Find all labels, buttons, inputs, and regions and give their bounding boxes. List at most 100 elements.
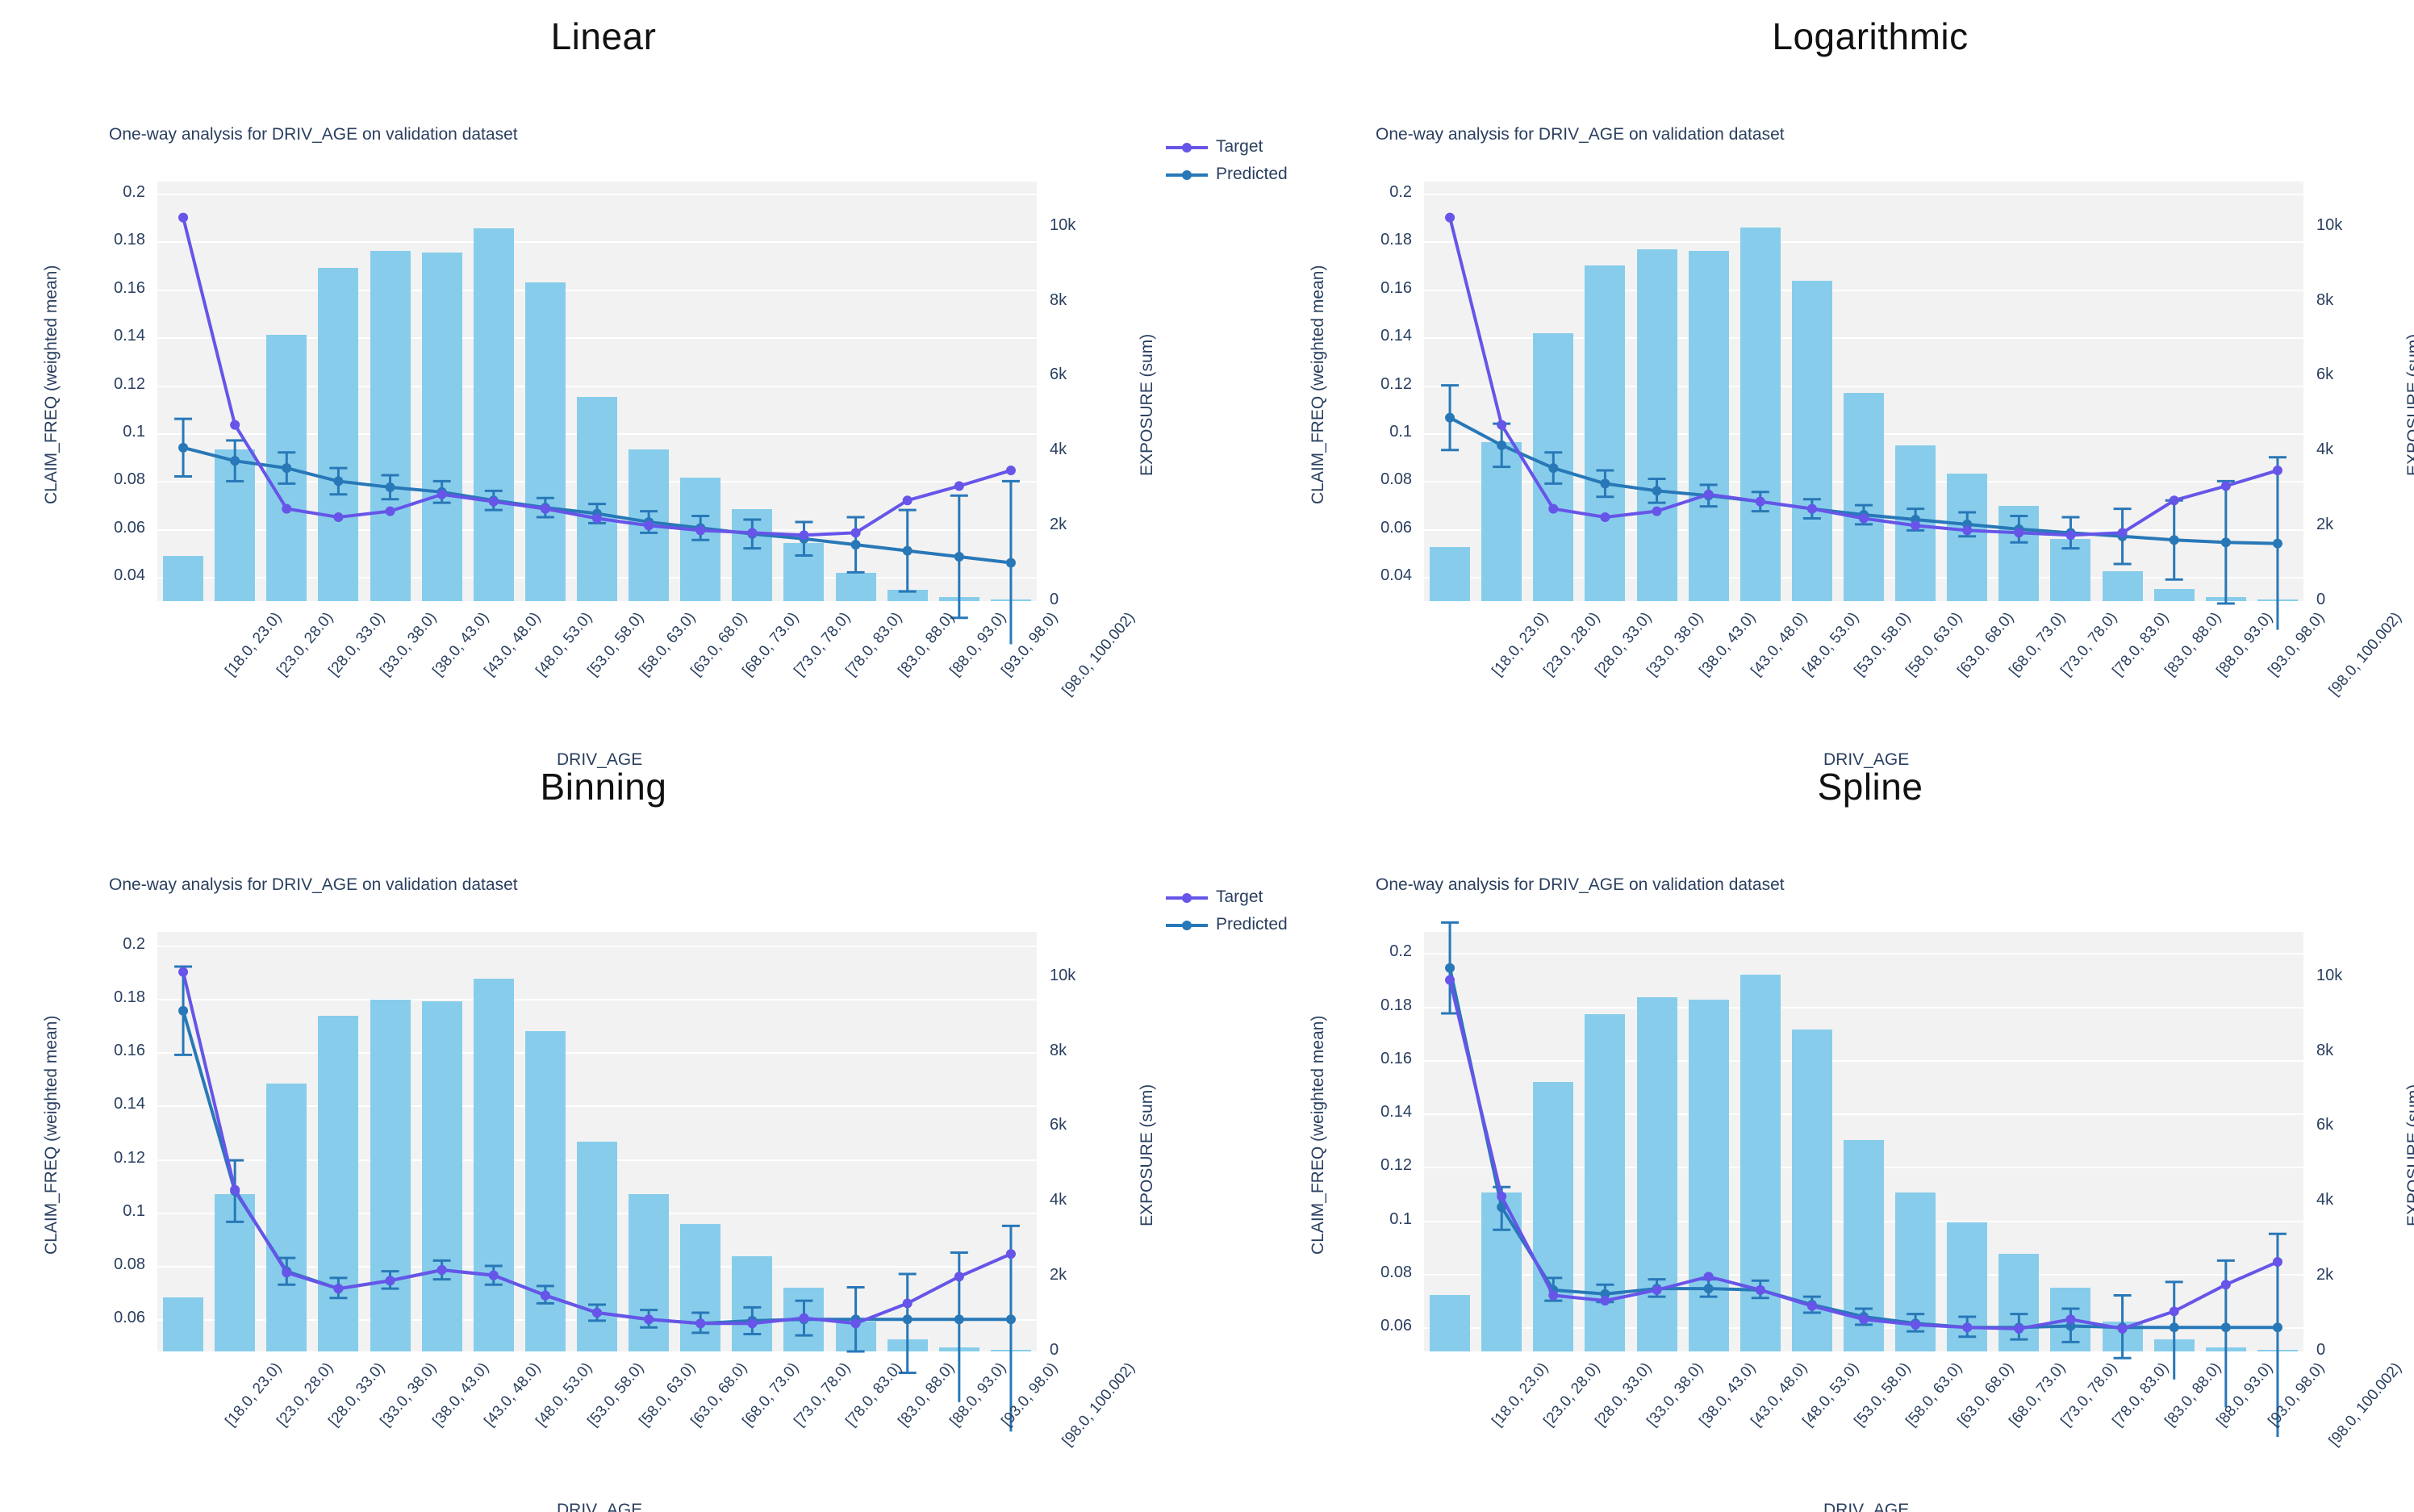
chart-subtitle: One-way analysis for DRIV_AGE on validat… bbox=[1376, 875, 1785, 894]
target-marker bbox=[1911, 1319, 1921, 1330]
x-axis-tick-label: [98.0, 100.002) bbox=[2325, 1360, 2405, 1450]
y2-axis-tick-label: 2k bbox=[2316, 516, 2334, 534]
target-marker bbox=[1548, 1290, 1559, 1301]
y-axis-tick-label: 0.1 bbox=[1389, 423, 1412, 441]
target-marker bbox=[1652, 506, 1662, 516]
target-marker bbox=[1806, 503, 1817, 514]
predicted-marker bbox=[902, 545, 913, 556]
exposure-bar bbox=[1688, 250, 1729, 601]
exposure-bar bbox=[524, 282, 566, 601]
gridline bbox=[157, 998, 1037, 1000]
y-axis-tick-label: 0.04 bbox=[114, 566, 145, 585]
series-overlay bbox=[1441, 212, 2287, 630]
legend-item-predicted[interactable]: Predicted bbox=[1166, 911, 1288, 938]
target-marker bbox=[1548, 503, 1559, 514]
target-marker bbox=[747, 528, 758, 538]
target-marker bbox=[850, 1318, 861, 1329]
target-marker bbox=[2272, 1257, 2282, 1268]
predicted-marker bbox=[1005, 1314, 1016, 1325]
x-axis-title: DRIV_AGE bbox=[1823, 1501, 1910, 1512]
target-marker bbox=[540, 503, 550, 514]
y-axis-tick-label: 0.04 bbox=[1380, 566, 1412, 585]
target-marker bbox=[1652, 1284, 1662, 1295]
y-axis-tick-label: 0.14 bbox=[114, 327, 145, 345]
exposure-bar bbox=[370, 999, 411, 1351]
panel-title-binning: Binning bbox=[540, 766, 667, 808]
exposure-bar bbox=[1533, 1081, 1574, 1351]
target-marker bbox=[1755, 496, 1765, 507]
predicted-swatch-icon bbox=[1166, 166, 1208, 182]
y-axis-tick-label: 0.1 bbox=[123, 1201, 145, 1220]
y-axis-tick-label: 0.08 bbox=[114, 470, 145, 489]
target-marker bbox=[540, 1290, 550, 1301]
plot-area bbox=[1424, 182, 2303, 630]
y2-axis-tick-label: 0 bbox=[1050, 591, 1059, 608]
target-marker bbox=[1859, 1314, 1869, 1325]
target-marker bbox=[1859, 513, 1869, 524]
gridline bbox=[157, 193, 1037, 195]
y-axis-tick-label: 0.16 bbox=[1380, 278, 1412, 297]
legend-label: Target bbox=[1216, 137, 1263, 156]
legend-item-target[interactable]: Target bbox=[1166, 133, 1288, 161]
chart-panel-logarithmic: Logarithmic One-way analysis for DRIV_AGE… bbox=[1267, 0, 2414, 769]
exposure-bar bbox=[576, 396, 617, 601]
error-bar bbox=[1001, 1224, 1020, 1432]
legend-label: Target bbox=[1216, 888, 1263, 906]
target-marker bbox=[1755, 1284, 1765, 1295]
predicted-marker bbox=[282, 463, 292, 474]
exposure-bar bbox=[2050, 539, 2091, 601]
y-axis-tick-label: 0.06 bbox=[1380, 518, 1412, 537]
plot-area bbox=[157, 932, 1037, 1432]
exposure-bar bbox=[473, 228, 514, 601]
target-marker bbox=[954, 1272, 964, 1282]
exposure-bar bbox=[421, 1000, 462, 1351]
exposure-bar bbox=[1791, 281, 1832, 601]
target-marker bbox=[954, 481, 964, 491]
predicted-marker bbox=[954, 1314, 964, 1325]
target-marker bbox=[2169, 1306, 2179, 1317]
target-marker bbox=[2169, 495, 2179, 506]
predicted-marker bbox=[230, 456, 240, 466]
y-axis-tick-label: 0.2 bbox=[1389, 182, 1412, 201]
target-marker bbox=[1005, 466, 1016, 476]
gridline bbox=[1424, 193, 2303, 195]
target-marker bbox=[2065, 530, 2076, 541]
target-line bbox=[182, 217, 1012, 537]
x-axis-tick-label: [98.0, 100.002) bbox=[1059, 1360, 1138, 1450]
exposure-bar bbox=[1430, 1295, 1471, 1351]
target-marker bbox=[1497, 420, 1507, 430]
exposure-bar bbox=[421, 253, 462, 601]
target-marker bbox=[2220, 481, 2231, 491]
exposure-bar bbox=[732, 1255, 773, 1351]
exposure-bar bbox=[163, 556, 204, 601]
y-axis-tick-label: 0.08 bbox=[1380, 470, 1412, 489]
exposure-bar bbox=[163, 1297, 204, 1351]
target-marker bbox=[1445, 975, 1456, 985]
y-axis-tick-label: 0.14 bbox=[114, 1095, 145, 1113]
target-marker bbox=[2117, 1323, 2128, 1334]
target-marker bbox=[2014, 1323, 2024, 1334]
predicted-swatch-icon bbox=[1166, 917, 1208, 933]
legend-item-target[interactable]: Target bbox=[1166, 883, 1288, 911]
y2-axis-title: EXPOSURE (sum) bbox=[2404, 1084, 2414, 1226]
y-axis-tick-label: 0.08 bbox=[1380, 1263, 1412, 1281]
target-marker bbox=[1962, 525, 1973, 536]
y-axis-tick-label: 0.18 bbox=[114, 231, 145, 249]
y2-axis-title: EXPOSURE (sum) bbox=[2404, 333, 2414, 476]
predicted-marker bbox=[178, 1005, 189, 1016]
legend-item-predicted[interactable]: Predicted bbox=[1166, 161, 1288, 188]
y-axis-title: CLAIM_FREQ (weighted mean) bbox=[42, 265, 61, 504]
gridline bbox=[1424, 1113, 2303, 1116]
gridline bbox=[157, 945, 1037, 947]
target-marker bbox=[1962, 1322, 1973, 1333]
y2-axis-tick-label: 4k bbox=[1050, 441, 1067, 459]
target-line bbox=[1448, 217, 2278, 537]
target-marker bbox=[747, 1318, 758, 1329]
y-axis-tick-label: 0.1 bbox=[1389, 1209, 1412, 1228]
y-axis-title: CLAIM_FREQ (weighted mean) bbox=[42, 1015, 61, 1255]
target-marker bbox=[799, 1313, 809, 1323]
y2-axis-tick-label: 10k bbox=[1050, 966, 1076, 984]
exposure-bar bbox=[473, 979, 514, 1351]
y2-axis-tick-label: 6k bbox=[1050, 365, 1067, 384]
y-axis-tick-label: 0.06 bbox=[1380, 1317, 1412, 1335]
